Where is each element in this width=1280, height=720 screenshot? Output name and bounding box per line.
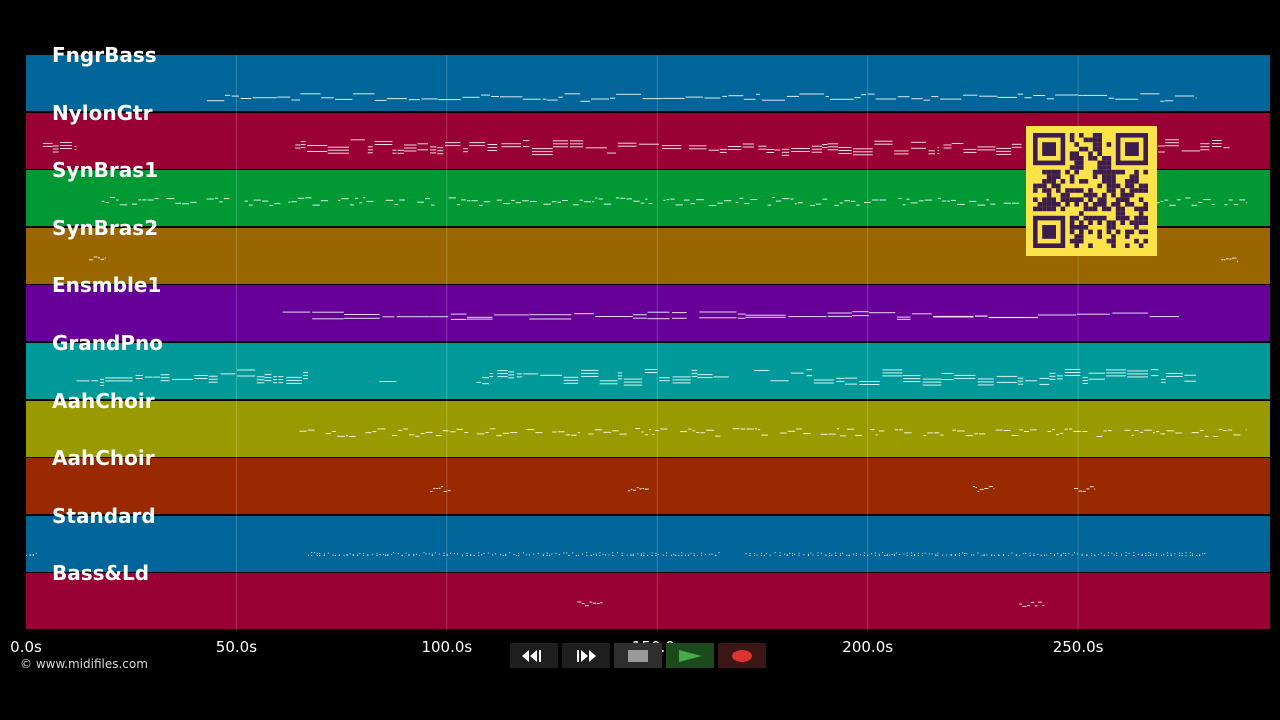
track-name: GrandPno (52, 331, 163, 355)
track-lane[interactable]: Standard (26, 504, 1270, 572)
qr-code[interactable] (1026, 126, 1157, 256)
time-tick-label: 250.0s (1052, 638, 1104, 656)
track-notes (282, 311, 1180, 320)
track-lane[interactable]: Bass&Ld (26, 561, 1270, 629)
time-tick-label: 50.0s (215, 638, 258, 656)
track-notes (89, 256, 1238, 262)
track-lane[interactable]: Ensmble1 (26, 273, 1270, 341)
track-name: Ensmble1 (52, 273, 162, 297)
stop-button[interactable] (614, 643, 662, 668)
track-notes (207, 93, 1197, 102)
time-tick-label: 100.0s (421, 638, 473, 656)
record-icon (732, 649, 752, 662)
track-name: NylonGtr (52, 101, 153, 125)
track-notes (26, 552, 1206, 556)
record-button[interactable] (718, 643, 766, 668)
track-lane[interactable]: AahChoir (26, 446, 1270, 514)
rewind-icon (522, 649, 541, 662)
rewind-button[interactable] (510, 643, 558, 668)
fast-forward-icon (577, 649, 596, 662)
qr-code-pattern (1033, 133, 1148, 248)
transport-controls (510, 643, 766, 668)
track-name: AahChoir (52, 446, 155, 470)
time-tick-label: 0.0s (10, 638, 42, 656)
track-name: FngrBass (52, 43, 157, 67)
track-lane[interactable]: AahChoir (26, 389, 1270, 457)
track-name: SynBras2 (52, 216, 159, 240)
track-lane[interactable]: GrandPno (26, 331, 1270, 399)
play-button[interactable] (666, 643, 714, 668)
play-icon (679, 649, 702, 662)
track-notes (101, 197, 1248, 206)
copyright-credit: © www.midifiles.com (20, 657, 148, 671)
track-notes (76, 369, 1196, 386)
time-tick-label: 200.0s (842, 638, 894, 656)
stop-icon (628, 649, 648, 662)
track-notes (430, 486, 1096, 492)
track-name: AahChoir (52, 389, 155, 413)
track-notes (299, 428, 1247, 437)
fast-forward-button[interactable] (562, 643, 610, 668)
track-name: SynBras1 (52, 158, 159, 182)
track-name: Standard (52, 504, 156, 528)
track-name: Bass&Ld (52, 561, 150, 585)
track-lane[interactable]: FngrBass (26, 43, 1270, 111)
track-notes (577, 601, 1045, 607)
